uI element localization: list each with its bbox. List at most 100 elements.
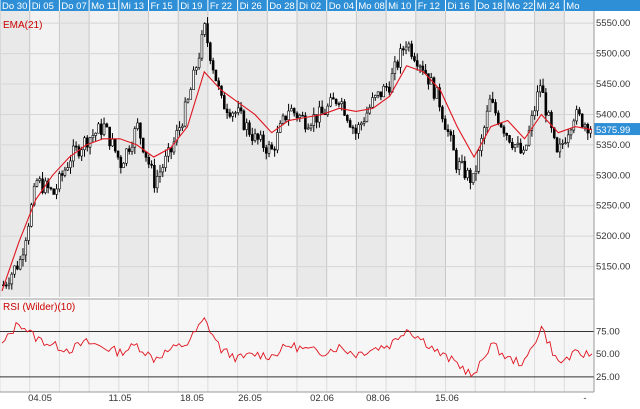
candle-body [49,187,53,190]
candle-body [295,112,299,119]
candle-body [237,107,240,113]
price-tick-label: 5500.00 [596,49,630,60]
session-band [356,11,387,297]
candle-body [525,144,528,151]
candle-body [250,134,254,141]
candle-body [242,110,246,130]
candle-body [99,123,103,135]
candle-body [167,147,170,157]
candle-body [435,87,439,99]
candle-body [127,148,131,152]
candle-body [315,114,318,123]
date-tick-label: 15.06 [435,393,459,404]
candle-body [466,169,469,179]
ema-line [1,65,593,292]
candle-body [474,171,478,175]
candle-body [116,150,120,158]
candle-body [119,156,123,169]
price-tick-label: 5250.00 [596,201,630,212]
candle-body [161,167,165,173]
candle-body [550,111,553,129]
candle-body [77,146,81,157]
candle-body [35,180,39,187]
candle-body [18,259,22,270]
candle-body [228,112,232,117]
candle-body [485,110,489,128]
session-label: Mi 13 [121,1,144,12]
session-label: Di 19 [180,1,202,12]
date-tick-label: 26.05 [238,393,262,404]
candle-body [309,125,313,129]
candle-body [382,85,385,98]
candle-body [522,149,525,154]
candle-body [385,85,388,88]
candle-body [566,134,570,143]
candle-body [16,265,19,270]
session-label: Mi 10 [388,1,411,12]
price-tick-label: 5300.00 [596,170,630,181]
candle-body [362,121,366,124]
candle-body [516,142,520,145]
candle-body [404,46,408,51]
candle-body [357,124,360,134]
candle-body [329,97,332,107]
candle-body [253,133,257,141]
candle-body [58,173,61,190]
candle-body [441,106,444,120]
last-price-label: 5375.99 [596,125,630,136]
candle-body [530,115,534,131]
candle-body [270,144,274,150]
candle-body [340,101,344,105]
candle-body [460,160,464,163]
candle-body [390,73,394,93]
candle-body [298,114,302,119]
candle-body [360,122,363,126]
candle-body [189,89,193,100]
candle-body [24,240,28,256]
session-label: Do 28 [269,1,294,12]
candle-body [181,125,184,128]
candle-body [499,123,503,128]
candle-body [69,160,72,168]
candle-body [256,133,260,140]
price-tick-label: 5450.00 [596,79,630,90]
candle-body [337,103,341,105]
candle-body [281,115,285,124]
candle-body [41,178,44,193]
candle-body [572,120,576,131]
candle-body [497,112,500,124]
candle-body [63,169,67,176]
candle-body [80,149,83,157]
candle-body [407,43,411,48]
candle-body [332,97,335,100]
price-tick-label: 5150.00 [596,262,630,273]
session-label: Di 02 [299,1,321,12]
candle-body [273,148,276,151]
session-label: Mo 11 [91,1,117,12]
session-band [475,11,505,297]
candle-body [262,134,265,148]
candle-body [457,161,461,170]
candle-body [418,65,422,68]
candle-body [410,43,413,57]
candle-body [66,167,69,171]
candle-body [527,130,531,146]
rsi-label: RSI (Wilder)(10) [3,302,75,313]
candle-body [217,80,220,87]
candle-body [122,162,125,169]
candle-body [320,106,324,114]
candle-body [455,149,458,170]
session-label: Di 26 [240,1,262,12]
candle-body [203,23,207,35]
rsi-tick-label: 25.00 [596,372,620,383]
date-tick-label: 04.05 [28,393,52,404]
candle-body [52,188,56,195]
session-label: Do 30 [2,1,27,12]
candle-body [38,178,42,181]
candle-body [413,56,416,61]
candle-body [284,115,288,121]
candle-body [449,131,453,136]
candle-body [214,69,218,82]
